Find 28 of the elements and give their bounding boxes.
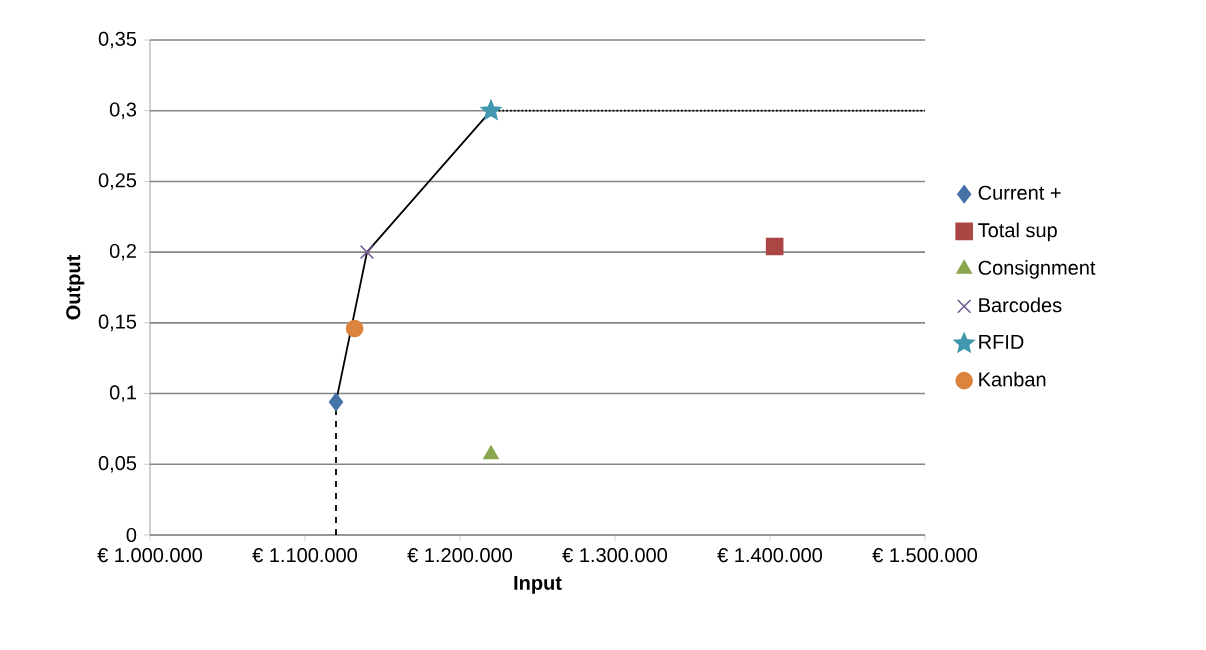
point [359,244,375,260]
x-tick-label: € 1.100.000 [252,548,358,563]
point [765,237,784,256]
legend-label: Kanban [979,371,1046,387]
legend-label: Total sup [978,222,1057,242]
legend-label: Barcodes [979,297,1062,313]
legend-label: RFID [979,335,1024,349]
y-tick-label: 0,35 [98,31,137,49]
point [480,99,502,120]
y-tick-label: 0 [126,527,137,543]
y-tick-label: 0,25 [98,173,137,190]
legend-label: Consignment [978,260,1096,279]
x-tick-label: € 1.000.000 [97,548,203,563]
y-tick-label: 0,15 [98,314,137,332]
legend-label: Current + [978,185,1061,200]
point [345,319,364,338]
y-tick-label: 0,05 [98,456,137,473]
y-tick-label: 0,3 [109,102,137,119]
x-tick-label: € 1.500.000 [872,548,978,563]
x-tick-label: € 1.200.000 [407,548,513,563]
y-tick-label: 0,2 [109,243,136,261]
y-axis-title: Output [66,254,85,320]
x-axis-title: Input [514,575,562,594]
point [483,445,499,460]
x-tick-label: € 1.300.000 [562,548,668,563]
x-tick-label: € 1.400.000 [717,548,823,563]
y-tick-label: 0,1 [109,385,136,402]
point [328,392,344,412]
